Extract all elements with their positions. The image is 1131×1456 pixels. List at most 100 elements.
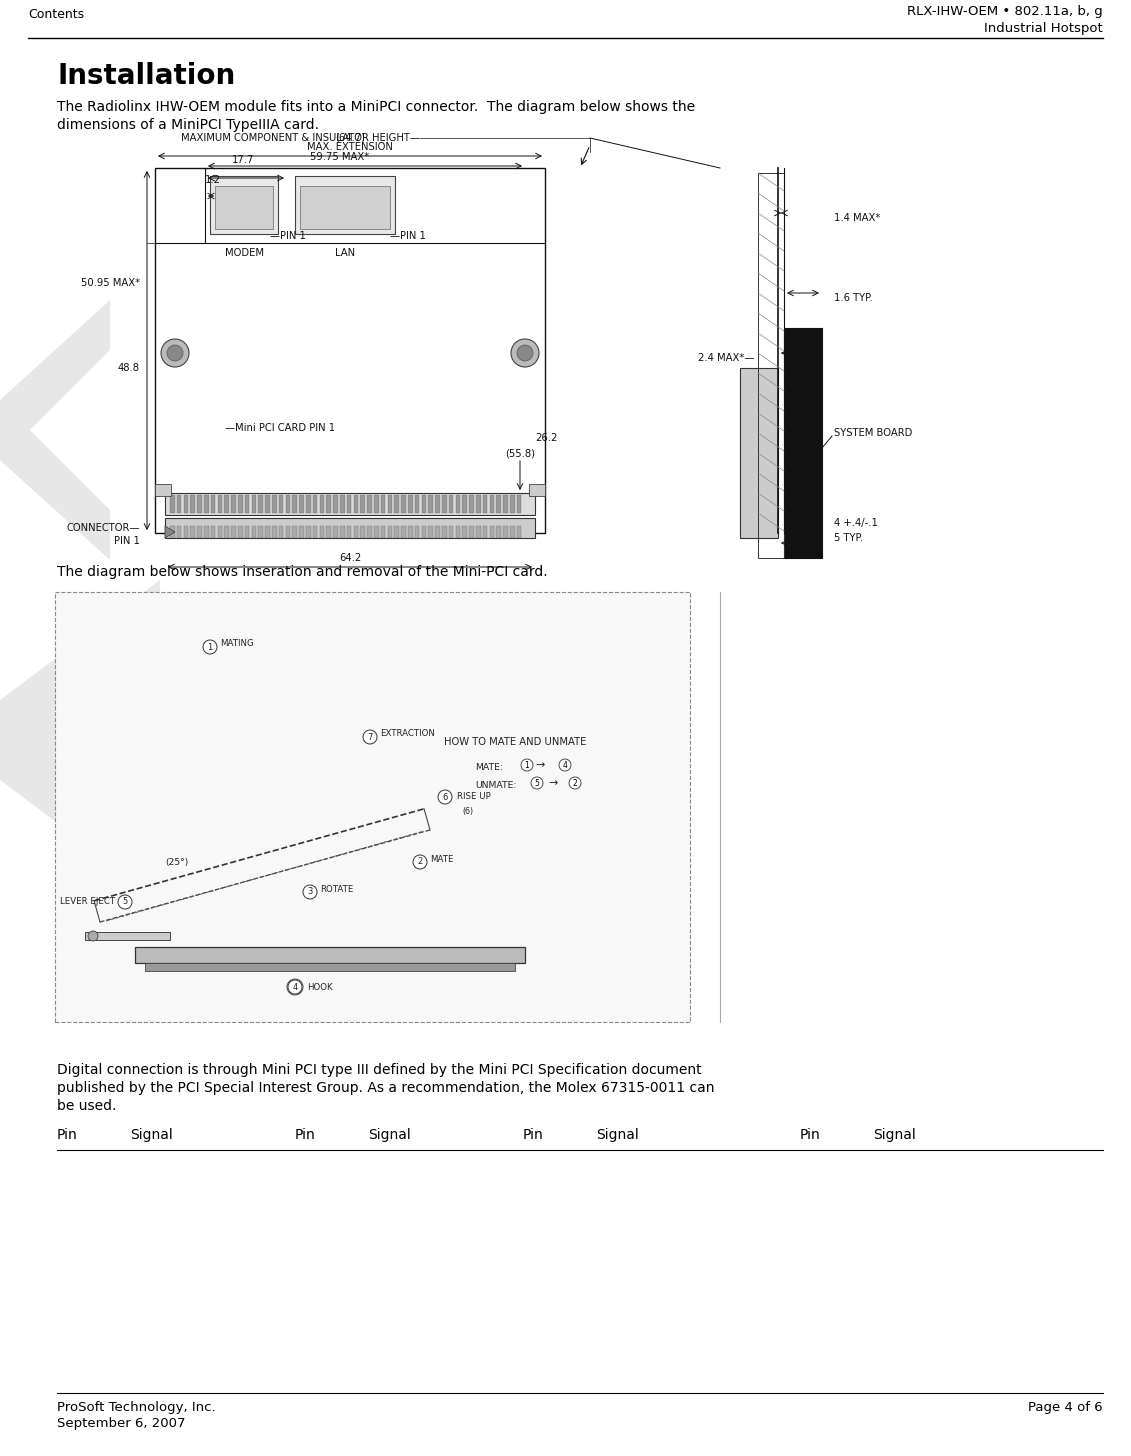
Bar	[279, 495, 283, 513]
Text: 4 +.4/-.1: 4 +.4/-.1	[834, 518, 878, 529]
Polygon shape	[165, 526, 175, 539]
Bar	[183, 495, 188, 513]
Text: Installation: Installation	[57, 63, 235, 90]
Circle shape	[303, 885, 317, 898]
Circle shape	[118, 895, 132, 909]
Text: 50.95 MAX*: 50.95 MAX*	[81, 278, 140, 288]
Bar	[210, 495, 215, 513]
Text: Industrial Hotspot: Industrial Hotspot	[984, 22, 1103, 35]
Text: CONNECTOR—: CONNECTOR—	[67, 523, 140, 533]
Text: 59.75 MAX*: 59.75 MAX*	[310, 151, 370, 162]
Bar	[483, 526, 487, 539]
Bar	[307, 495, 311, 513]
Text: LEVER EJECT: LEVER EJECT	[60, 897, 115, 907]
Bar	[442, 526, 447, 539]
Bar	[210, 526, 215, 539]
Text: —PIN 1: —PIN 1	[390, 232, 426, 242]
Bar	[503, 526, 508, 539]
Bar	[449, 526, 454, 539]
Bar	[197, 495, 201, 513]
Text: 6: 6	[442, 792, 448, 801]
Text: UNMATE:: UNMATE:	[475, 780, 517, 791]
Bar	[456, 526, 460, 539]
Bar	[176, 495, 181, 513]
Bar	[529, 483, 545, 496]
Bar	[435, 495, 440, 513]
Bar	[271, 495, 276, 513]
Text: ProSoft Technology, Inc.: ProSoft Technology, Inc.	[57, 1401, 216, 1414]
Bar	[469, 495, 474, 513]
Bar	[354, 495, 359, 513]
Text: Pin: Pin	[295, 1128, 316, 1142]
Circle shape	[161, 339, 189, 367]
Bar	[429, 495, 433, 513]
Bar	[165, 518, 535, 539]
Circle shape	[288, 980, 302, 994]
Text: 1.2: 1.2	[205, 175, 221, 185]
Text: Signal: Signal	[873, 1128, 916, 1142]
Text: 1: 1	[525, 760, 529, 770]
Bar	[231, 495, 235, 513]
Text: 5: 5	[122, 897, 128, 907]
Text: Signal: Signal	[368, 1128, 411, 1142]
Text: Digital connection is through Mini PCI type III defined by the Mini PCI Specific: Digital connection is through Mini PCI t…	[57, 1063, 701, 1077]
Bar	[307, 526, 311, 539]
Text: MAX. EXTENSION: MAX. EXTENSION	[307, 143, 392, 151]
Bar	[483, 495, 487, 513]
Text: 2.4 MAX*—: 2.4 MAX*—	[698, 352, 754, 363]
Text: (64.7): (64.7)	[335, 132, 365, 143]
Text: (6): (6)	[461, 807, 473, 815]
Bar	[490, 526, 494, 539]
Text: Pin: Pin	[800, 1128, 821, 1142]
Text: 3: 3	[308, 888, 312, 897]
Bar	[271, 526, 276, 539]
Bar	[190, 526, 195, 539]
Bar	[204, 526, 208, 539]
Bar	[313, 495, 318, 513]
Text: 48.8: 48.8	[118, 363, 140, 373]
Bar	[415, 495, 420, 513]
Bar	[517, 495, 521, 513]
Polygon shape	[0, 579, 159, 900]
Bar	[463, 495, 467, 513]
Bar	[456, 495, 460, 513]
Bar	[327, 526, 331, 539]
Bar	[510, 526, 515, 539]
Bar	[224, 526, 228, 539]
Bar	[374, 495, 379, 513]
Bar	[469, 526, 474, 539]
Bar	[517, 526, 521, 539]
Bar	[340, 526, 345, 539]
Text: 1.6 TYP.: 1.6 TYP.	[834, 293, 873, 303]
Text: 5 TYP.: 5 TYP.	[834, 533, 863, 543]
Bar	[374, 526, 379, 539]
Text: 4: 4	[293, 983, 297, 992]
Text: HOOK: HOOK	[307, 983, 333, 992]
Circle shape	[517, 345, 533, 361]
Bar	[510, 495, 515, 513]
Circle shape	[363, 729, 377, 744]
Bar	[497, 526, 501, 539]
Text: →: →	[535, 760, 545, 770]
Bar	[361, 526, 365, 539]
Bar	[463, 526, 467, 539]
Bar	[320, 495, 325, 513]
Bar	[244, 495, 249, 513]
Bar	[347, 526, 352, 539]
Text: 4: 4	[562, 760, 568, 770]
Circle shape	[88, 930, 98, 941]
Bar	[55, 593, 690, 1022]
Bar	[300, 186, 390, 229]
Text: published by the PCI Special Interest Group. As a recommendation, the Molex 6731: published by the PCI Special Interest Gr…	[57, 1080, 715, 1095]
Text: 1.4 MAX*: 1.4 MAX*	[834, 213, 880, 223]
Bar	[215, 186, 273, 229]
Circle shape	[530, 778, 543, 789]
Bar	[368, 495, 372, 513]
Bar	[476, 526, 481, 539]
Bar	[408, 495, 413, 513]
Bar	[155, 483, 171, 496]
Text: The diagram below shows inseration and removal of the Mini-PCI card.: The diagram below shows inseration and r…	[57, 565, 547, 579]
Text: ROTATE: ROTATE	[320, 885, 353, 894]
Circle shape	[511, 339, 539, 367]
Bar	[442, 495, 447, 513]
